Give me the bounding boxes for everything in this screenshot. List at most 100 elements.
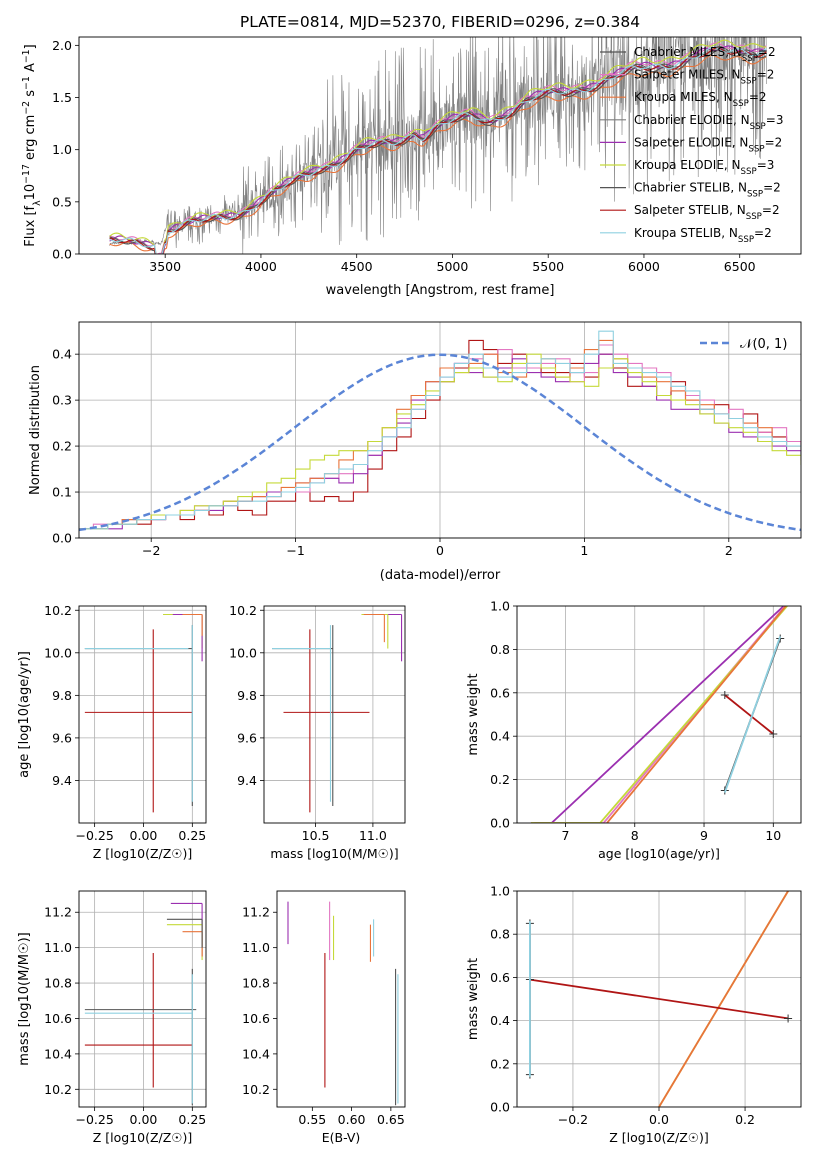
y-tick-label: 9.4 [52, 773, 72, 788]
y-tick-label: 10.2 [242, 1082, 270, 1097]
y-tick-label: 1.0 [490, 884, 510, 899]
model-line-6 [109, 48, 767, 254]
x-tick-label: 9 [700, 828, 708, 843]
weight-line-2 [530, 606, 788, 823]
axes-frame [78, 605, 207, 824]
y-tick-label: 0.8 [490, 642, 510, 657]
y-tick-label: 0.0 [52, 531, 72, 546]
plot-area [79, 891, 206, 1107]
x-tick-label: 4500 [341, 259, 373, 274]
x-tick-label: 3500 [149, 259, 181, 274]
x-tick-label: 5500 [532, 259, 564, 274]
panel-age-weight: 7 8 9 10 0.0 0.2 0.4 0.6 0.8 1.0 age [log10(age/yr… [466, 599, 802, 861]
y-tick-label: 2.0 [52, 38, 72, 53]
x-tick-label: 4000 [245, 259, 277, 274]
weight-line-4 [724, 694, 774, 735]
x-tick-label: 11.0 [359, 828, 387, 843]
legend-label: Chabrier MILES, NSSP=2 [634, 45, 776, 64]
axes-frame [276, 890, 406, 1108]
x-tick-label: −0.25 [75, 1112, 113, 1127]
x-tick-label: 0.0 [649, 1112, 669, 1127]
weight-line-2 [529, 978, 789, 1020]
y-axis-label: mass weight [466, 958, 481, 1040]
x-axis-label: wavelength [Angstrom, rest frame] [326, 283, 555, 298]
y-tick-label: 10.6 [44, 1011, 72, 1026]
normal-curve [79, 353, 801, 532]
axes-frame [78, 321, 802, 539]
x-tick-label: 0.25 [178, 828, 206, 843]
x-tick-label: −0.2 [558, 1112, 588, 1127]
y-tick-label: 0.0 [52, 247, 72, 262]
legend-label: Salpeter MILES, NSSP=2 [634, 68, 774, 87]
axes-frame [516, 890, 802, 1108]
chart-title: PLATE=0814, MJD=52370, FIBERID=0296, z=0… [240, 13, 640, 31]
x-tick-label: 8 [631, 828, 639, 843]
x-tick-label: 7 [562, 828, 570, 843]
y-tick-label: 0.3 [52, 393, 72, 408]
y-tick-label: 10.8 [242, 976, 270, 991]
model-line-8 [109, 46, 767, 254]
model-line-1 [109, 42, 767, 254]
legend-label: Salpeter STELIB, NSSP=2 [634, 203, 780, 222]
weight-line-6 [723, 636, 782, 793]
y-tick-label: 0.6 [490, 970, 510, 985]
x-axis-label: mass [log10(M/M☉)] [270, 846, 398, 861]
y-tick-label: 11.0 [242, 940, 270, 955]
model-line-2 [109, 54, 767, 254]
x-tick-label: 6500 [724, 259, 756, 274]
axes-frame [78, 890, 207, 1108]
y-tick-label: 0.4 [52, 347, 72, 362]
x-tick-label: −2 [142, 543, 160, 558]
y-tick-label: 9.6 [52, 730, 72, 745]
y-tick-label: 0.0 [490, 816, 510, 831]
x-tick-label: 0.25 [178, 1112, 206, 1127]
x-tick-label: 0.65 [377, 1112, 405, 1127]
y-tick-label: 9.6 [237, 730, 257, 745]
y-tick-label: 11.0 [44, 940, 72, 955]
legend-label: Kroupa STELIB, NSSP=2 [634, 226, 772, 245]
x-axis-label: (data-model)/error [380, 568, 501, 583]
y-tick-label: 11.2 [44, 905, 72, 920]
plot-area [79, 606, 206, 823]
legend-label: Kroupa MILES, NSSP=2 [634, 90, 767, 109]
x-tick-label: 1 [580, 543, 588, 558]
panel-residuals: −2 −1 0 1 2 0.0 0.1 0.2 0.3 0.4 (data-model)/error… [28, 321, 802, 583]
y-axis-label: mass [log10(M/M☉)] [17, 932, 32, 1065]
histogram-series-1 [79, 344, 801, 530]
y-tick-label: 1.0 [52, 142, 72, 157]
marker-plus [769, 730, 778, 739]
x-tick-label: 5000 [437, 259, 469, 274]
y-tick-label: 0.5 [52, 194, 72, 209]
x-tick-label: 0.55 [298, 1112, 326, 1127]
histogram-series-5 [79, 330, 801, 530]
axes-frame [263, 605, 406, 824]
model-line-5 [109, 39, 767, 254]
y-tick-label: 9.8 [237, 688, 257, 703]
x-axis-label: age [log10(age/yr)] [598, 846, 720, 861]
y-tick-label: 10.4 [242, 1046, 270, 1061]
histogram-series-2 [79, 353, 801, 530]
marker-plus [720, 690, 729, 699]
legend-label: 𝒩(0, 1) [740, 337, 787, 352]
y-tick-label: 10.2 [229, 603, 257, 618]
x-tick-label: 2 [725, 543, 733, 558]
y-tick-label: 0.0 [490, 1100, 510, 1115]
y-tick-label: 1.0 [490, 599, 510, 614]
x-tick-label: 10 [765, 828, 781, 843]
panel-mass-age: 10.5 11.0 9.4 9.6 9.8 10.0 10.2 mass [log10(M/M… [229, 603, 406, 861]
y-tick-label: 10.6 [242, 1011, 270, 1026]
x-tick-label: 0.00 [130, 828, 158, 843]
panel-ebv-mass: 0.55 0.60 0.65 10.2 10.4 10.6 10.8 11.0 11.2 E(B-… [242, 890, 406, 1145]
y-axis-label: mass weight [466, 673, 481, 755]
y-tick-label: 10.8 [44, 976, 72, 991]
x-tick-label: 0.2 [735, 1112, 755, 1127]
panel-z-age: −0.25 0.00 0.25 9.4 9.6 9.8 10.0 10.2 Z [log10(Z… [17, 603, 207, 861]
axes-frame [78, 36, 802, 255]
histogram-series-0 [79, 339, 801, 530]
y-tick-label: 0.4 [490, 1013, 510, 1028]
weight-line-1 [530, 606, 786, 823]
marker-plus [784, 1014, 793, 1023]
histogram-series-4 [79, 353, 801, 530]
y-tick-label: 0.4 [490, 729, 510, 744]
x-axis-label: Z [log10(Z/Z☉)] [609, 1130, 709, 1145]
